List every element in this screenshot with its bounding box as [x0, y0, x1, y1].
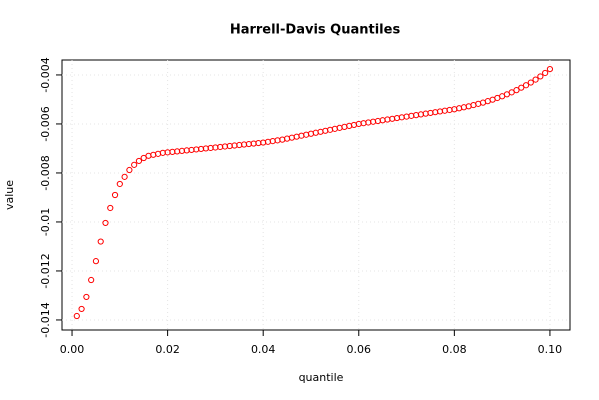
point [542, 69, 549, 77]
point [513, 87, 520, 94]
point [508, 89, 515, 96]
point [537, 73, 544, 80]
point [135, 157, 143, 165]
point [140, 154, 147, 162]
point [107, 204, 114, 212]
point [121, 173, 128, 180]
point [522, 82, 530, 89]
point [83, 293, 90, 301]
point [97, 238, 104, 245]
y-tick-label: -0.008 [39, 155, 52, 190]
point [92, 258, 100, 265]
point [111, 191, 119, 199]
y-tick-label: -0.014 [39, 302, 52, 337]
point [116, 180, 123, 188]
x-tick-label: 0.02 [155, 343, 180, 356]
x-axis-label: quantile [299, 371, 344, 384]
x-tick-label: 0.00 [60, 343, 85, 356]
point [88, 276, 95, 284]
x-tick-label: 0.08 [442, 343, 467, 356]
x-tick-label: 0.04 [251, 343, 276, 356]
point [73, 312, 80, 320]
point [518, 84, 525, 91]
y-tick-label: -0.006 [39, 106, 52, 141]
point [131, 161, 138, 168]
x-tick-label: 0.06 [347, 343, 372, 356]
point [126, 166, 133, 174]
plot-frame [61, 59, 571, 331]
y-tick-label: -0.01 [39, 208, 52, 236]
point [102, 219, 109, 227]
point [532, 76, 539, 83]
x-tick-label: 0.10 [538, 343, 563, 356]
y-tick-label: -0.004 [39, 57, 52, 92]
y-axis-label: value [3, 180, 16, 210]
point [546, 65, 554, 73]
chart-title: Harrell-Davis Quantiles [230, 23, 401, 38]
point [527, 79, 534, 86]
y-tick-label: -0.012 [39, 253, 52, 288]
point [78, 305, 85, 313]
